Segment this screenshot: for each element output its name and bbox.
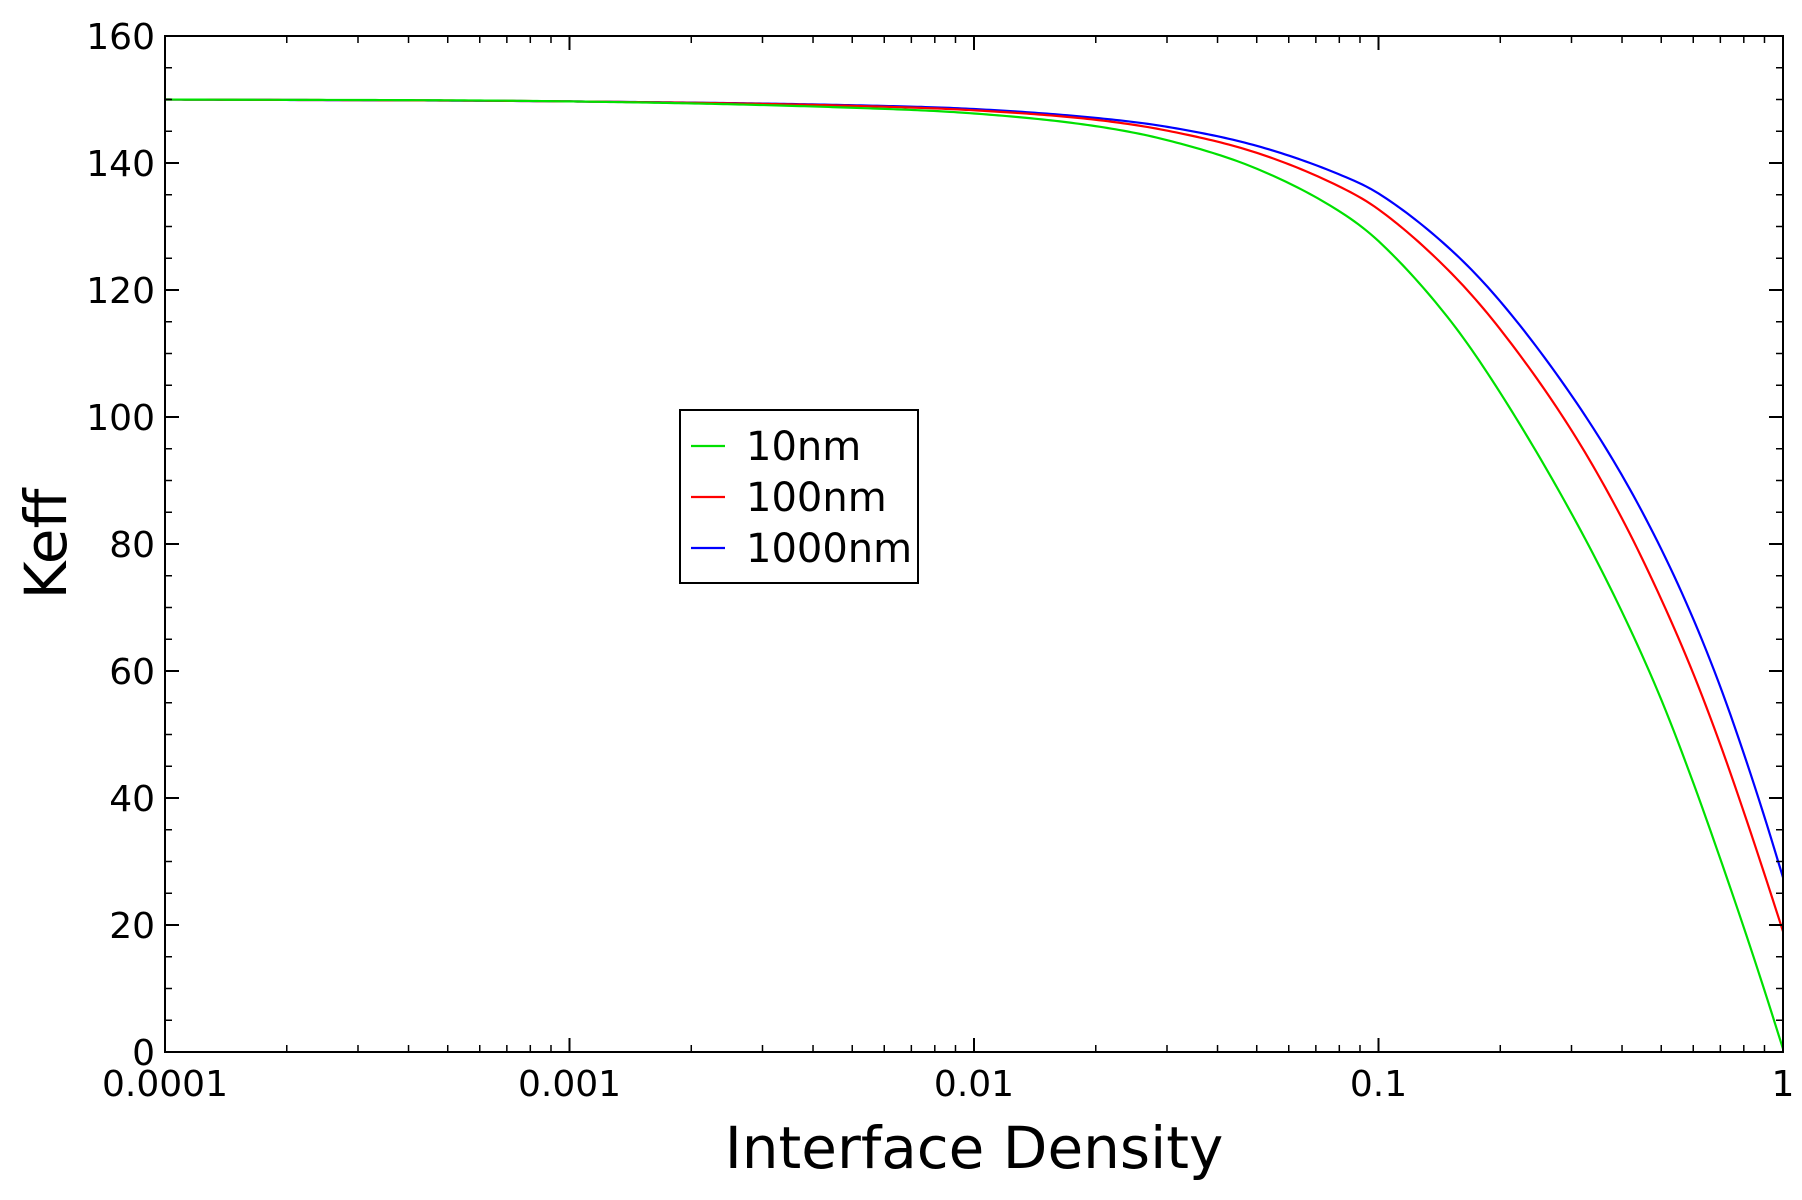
y-tick-label: 120 [86,271,155,312]
y-tick-label: 160 [86,17,155,58]
x-tick-label: 1 [1772,1064,1795,1105]
legend: 10nm 100nm 1000nm [679,409,919,584]
x-tick-label: 0.01 [934,1064,1014,1105]
x-axis-title: Interface Density [725,1114,1224,1182]
legend-label-1000nm: 1000nm [746,526,912,572]
legend-label-100nm: 100nm [746,475,887,521]
x-tick-label: 0.1 [1350,1064,1407,1105]
axis-ticks [164,35,1784,1053]
legend-label-10nm: 10nm [746,424,861,470]
y-tick-label: 20 [109,906,155,947]
y-tick-label: 80 [109,525,155,566]
y-tick-label: 100 [86,398,155,439]
y-tick-label: 0 [132,1033,155,1074]
series-line-10nm [164,98,1785,1050]
y-axis-title: Keff [12,487,80,600]
plot-lines [164,98,1785,1050]
y-tick-label: 140 [86,144,155,185]
y-tick-label: 60 [109,652,155,693]
x-tick-label: 0.001 [518,1064,621,1105]
x-tick-label: 0.0001 [102,1064,228,1105]
tick-labels: 0.0001 0.001 0.01 0.1 1 0 20 40 60 80 100 120 140 160 [86,17,1794,1105]
y-tick-label: 40 [109,779,155,820]
